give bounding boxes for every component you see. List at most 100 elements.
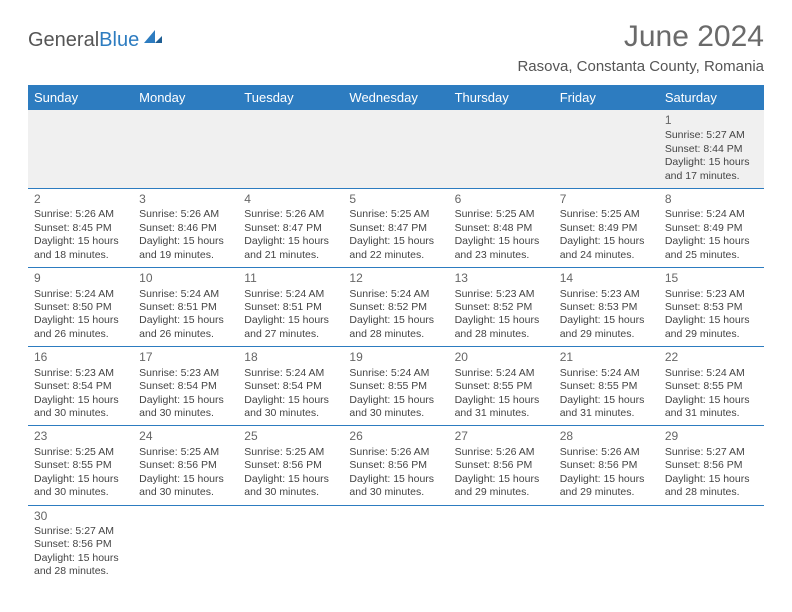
calendar-empty-cell <box>343 505 448 584</box>
calendar-week-row: 1Sunrise: 5:27 AMSunset: 8:44 PMDaylight… <box>28 110 764 189</box>
day-header: Wednesday <box>343 85 448 110</box>
sunrise-text: Sunrise: 5:27 AM <box>665 129 758 142</box>
day-number: 29 <box>665 429 758 445</box>
daylight-text: Daylight: 15 hours <box>665 314 758 327</box>
calendar-day-cell: 16Sunrise: 5:23 AMSunset: 8:54 PMDayligh… <box>28 347 133 426</box>
day-number: 8 <box>665 192 758 208</box>
calendar-day-cell: 9Sunrise: 5:24 AMSunset: 8:50 PMDaylight… <box>28 268 133 347</box>
daylight-text: Daylight: 15 hours <box>244 314 337 327</box>
daylight-text: and 30 minutes. <box>349 407 442 420</box>
sunrise-text: Sunrise: 5:26 AM <box>349 446 442 459</box>
daylight-text: Daylight: 15 hours <box>665 394 758 407</box>
day-header: Saturday <box>659 85 764 110</box>
day-number: 18 <box>244 350 337 366</box>
daylight-text: Daylight: 15 hours <box>34 314 127 327</box>
sunset-text: Sunset: 8:53 PM <box>560 301 653 314</box>
calendar-table: Sunday Monday Tuesday Wednesday Thursday… <box>28 85 764 584</box>
sunrise-text: Sunrise: 5:25 AM <box>34 446 127 459</box>
calendar-day-cell: 4Sunrise: 5:26 AMSunset: 8:47 PMDaylight… <box>238 189 343 268</box>
calendar-day-cell: 28Sunrise: 5:26 AMSunset: 8:56 PMDayligh… <box>554 426 659 505</box>
calendar-day-cell: 22Sunrise: 5:24 AMSunset: 8:55 PMDayligh… <box>659 347 764 426</box>
calendar-day-cell: 11Sunrise: 5:24 AMSunset: 8:51 PMDayligh… <box>238 268 343 347</box>
location-text: Rasova, Constanta County, Romania <box>517 58 764 81</box>
sunrise-text: Sunrise: 5:23 AM <box>560 288 653 301</box>
sunset-text: Sunset: 8:53 PM <box>665 301 758 314</box>
sunrise-text: Sunrise: 5:24 AM <box>349 288 442 301</box>
day-number: 4 <box>244 192 337 208</box>
daylight-text: Daylight: 15 hours <box>34 235 127 248</box>
sunrise-text: Sunrise: 5:26 AM <box>455 446 548 459</box>
sunset-text: Sunset: 8:51 PM <box>139 301 232 314</box>
sunrise-text: Sunrise: 5:27 AM <box>34 525 127 538</box>
daylight-text: and 29 minutes. <box>665 328 758 341</box>
title-block: June 2024 Rasova, Constanta County, Roma… <box>517 20 764 81</box>
sunrise-text: Sunrise: 5:24 AM <box>665 208 758 221</box>
sunset-text: Sunset: 8:56 PM <box>34 538 127 551</box>
month-title: June 2024 <box>517 20 764 54</box>
daylight-text: and 28 minutes. <box>349 328 442 341</box>
daylight-text: and 26 minutes. <box>139 328 232 341</box>
logo-text-general: General <box>28 29 99 52</box>
calendar-day-cell: 8Sunrise: 5:24 AMSunset: 8:49 PMDaylight… <box>659 189 764 268</box>
calendar-day-cell: 7Sunrise: 5:25 AMSunset: 8:49 PMDaylight… <box>554 189 659 268</box>
sunrise-text: Sunrise: 5:27 AM <box>665 446 758 459</box>
sunrise-text: Sunrise: 5:25 AM <box>455 208 548 221</box>
daylight-text: and 30 minutes. <box>349 486 442 499</box>
day-number: 6 <box>455 192 548 208</box>
day-header: Monday <box>133 85 238 110</box>
calendar-day-cell: 17Sunrise: 5:23 AMSunset: 8:54 PMDayligh… <box>133 347 238 426</box>
calendar-day-cell: 18Sunrise: 5:24 AMSunset: 8:54 PMDayligh… <box>238 347 343 426</box>
daylight-text: and 30 minutes. <box>139 486 232 499</box>
sunrise-text: Sunrise: 5:23 AM <box>665 288 758 301</box>
daylight-text: and 23 minutes. <box>455 249 548 262</box>
day-number: 27 <box>455 429 548 445</box>
daylight-text: and 29 minutes. <box>560 328 653 341</box>
daylight-text: Daylight: 15 hours <box>560 314 653 327</box>
day-number: 14 <box>560 271 653 287</box>
day-number: 7 <box>560 192 653 208</box>
calendar-day-cell: 13Sunrise: 5:23 AMSunset: 8:52 PMDayligh… <box>449 268 554 347</box>
sunrise-text: Sunrise: 5:26 AM <box>34 208 127 221</box>
sunrise-text: Sunrise: 5:24 AM <box>244 367 337 380</box>
daylight-text: and 30 minutes. <box>244 486 337 499</box>
daylight-text: Daylight: 15 hours <box>455 473 548 486</box>
daylight-text: Daylight: 15 hours <box>349 235 442 248</box>
daylight-text: Daylight: 15 hours <box>560 235 653 248</box>
sunrise-text: Sunrise: 5:24 AM <box>349 367 442 380</box>
daylight-text: and 28 minutes. <box>34 565 127 578</box>
daylight-text: Daylight: 15 hours <box>34 473 127 486</box>
day-number: 22 <box>665 350 758 366</box>
sunset-text: Sunset: 8:56 PM <box>665 459 758 472</box>
sunset-text: Sunset: 8:51 PM <box>244 301 337 314</box>
sunset-text: Sunset: 8:56 PM <box>455 459 548 472</box>
sunrise-text: Sunrise: 5:25 AM <box>349 208 442 221</box>
sunset-text: Sunset: 8:54 PM <box>34 380 127 393</box>
calendar-day-cell: 25Sunrise: 5:25 AMSunset: 8:56 PMDayligh… <box>238 426 343 505</box>
calendar-empty-cell <box>133 505 238 584</box>
calendar-day-cell: 10Sunrise: 5:24 AMSunset: 8:51 PMDayligh… <box>133 268 238 347</box>
sunrise-text: Sunrise: 5:24 AM <box>34 288 127 301</box>
calendar-week-row: 2Sunrise: 5:26 AMSunset: 8:45 PMDaylight… <box>28 189 764 268</box>
sunset-text: Sunset: 8:47 PM <box>349 222 442 235</box>
sunrise-text: Sunrise: 5:23 AM <box>455 288 548 301</box>
day-number: 30 <box>34 509 127 525</box>
calendar-day-cell: 6Sunrise: 5:25 AMSunset: 8:48 PMDaylight… <box>449 189 554 268</box>
daylight-text: and 28 minutes. <box>455 328 548 341</box>
calendar-week-row: 23Sunrise: 5:25 AMSunset: 8:55 PMDayligh… <box>28 426 764 505</box>
day-number: 23 <box>34 429 127 445</box>
daylight-text: Daylight: 15 hours <box>139 235 232 248</box>
calendar-empty-cell <box>554 110 659 189</box>
daylight-text: Daylight: 15 hours <box>349 473 442 486</box>
day-number: 2 <box>34 192 127 208</box>
daylight-text: Daylight: 15 hours <box>349 394 442 407</box>
sunset-text: Sunset: 8:56 PM <box>349 459 442 472</box>
calendar-day-cell: 21Sunrise: 5:24 AMSunset: 8:55 PMDayligh… <box>554 347 659 426</box>
sunset-text: Sunset: 8:55 PM <box>34 459 127 472</box>
sunrise-text: Sunrise: 5:24 AM <box>455 367 548 380</box>
calendar-empty-cell <box>28 110 133 189</box>
daylight-text: Daylight: 15 hours <box>34 394 127 407</box>
daylight-text: and 21 minutes. <box>244 249 337 262</box>
sunset-text: Sunset: 8:55 PM <box>665 380 758 393</box>
daylight-text: and 17 minutes. <box>665 170 758 183</box>
daylight-text: and 19 minutes. <box>139 249 232 262</box>
